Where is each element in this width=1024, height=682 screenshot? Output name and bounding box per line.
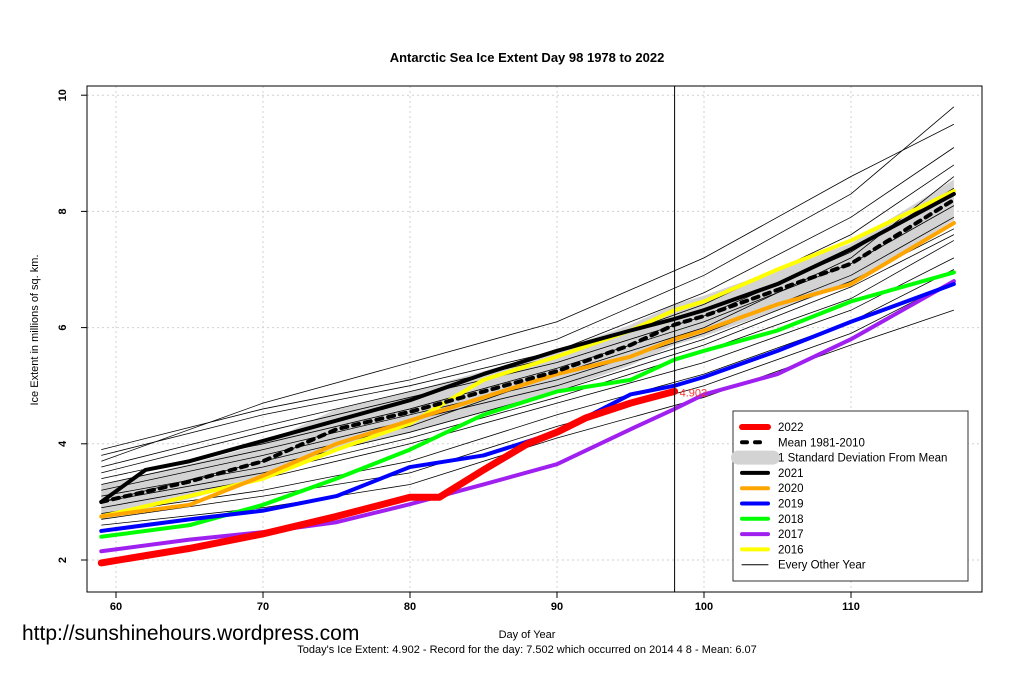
legend-label: 2020 — [778, 483, 804, 495]
other-year-line — [101, 216, 955, 485]
x-tick-label: 60 — [110, 601, 122, 613]
sd-band — [101, 179, 954, 520]
series-line-2021 — [99, 191, 956, 504]
y-tick-label: 8 — [57, 208, 69, 214]
other-year-line — [101, 240, 955, 503]
source-url: http://sunshinehours.wordpress.com — [22, 622, 359, 645]
other-year-line — [101, 187, 955, 474]
legend-label: 2021 — [778, 468, 804, 480]
legend-label: Mean 1981-2010 — [778, 437, 865, 449]
other-year-line — [101, 147, 955, 456]
other-year-line — [101, 228, 955, 491]
x-tick-label: 90 — [551, 601, 563, 613]
x-tick-label: 100 — [695, 601, 713, 613]
legend-label: 2017 — [778, 529, 804, 541]
legend-box — [732, 410, 969, 582]
y-tick-label: 10 — [57, 89, 69, 101]
legend-label: 2018 — [778, 514, 804, 526]
value-annotation: 4.902 — [680, 387, 708, 399]
y-axis-label: Ice Extent in millions of sq. km. — [29, 255, 41, 406]
chart-title: Antarctic Sea Ice Extent Day 98 1978 to … — [390, 50, 665, 65]
legend-label: 2022 — [778, 422, 804, 434]
other-year-line — [101, 309, 955, 526]
legend-label: 1 Standard Deviation From Mean — [778, 453, 947, 465]
other-year-line — [101, 123, 955, 462]
summary-text: Today's Ice Extent: 4.902 - Record for t… — [297, 644, 756, 656]
other-year-line — [101, 205, 955, 480]
other-year-line — [101, 106, 955, 450]
series-line-2018 — [99, 270, 956, 539]
x-tick-label: 80 — [404, 601, 416, 613]
series-line-mean-1981-2010 — [99, 197, 956, 504]
series-line-2022 — [97, 387, 679, 567]
legend-label: 2016 — [778, 544, 804, 556]
x-axis-label: Day of Year — [499, 629, 556, 641]
y-tick-label: 6 — [57, 325, 69, 331]
legend-label: Every Other Year — [778, 560, 866, 572]
legend-label: 2019 — [778, 499, 804, 511]
plot-frame — [86, 85, 983, 593]
x-tick-label: 110 — [842, 601, 860, 613]
series-line-2016 — [99, 189, 956, 519]
legend: 2022 Mean 1981-2010 1 Standard Deviation F… — [731, 410, 969, 582]
other-year-line — [101, 280, 955, 520]
y-tick-label: 2 — [57, 557, 69, 563]
y-tick-label: 4 — [57, 440, 69, 447]
x-tick-label: 70 — [257, 601, 269, 613]
series-line-2020 — [99, 221, 956, 519]
